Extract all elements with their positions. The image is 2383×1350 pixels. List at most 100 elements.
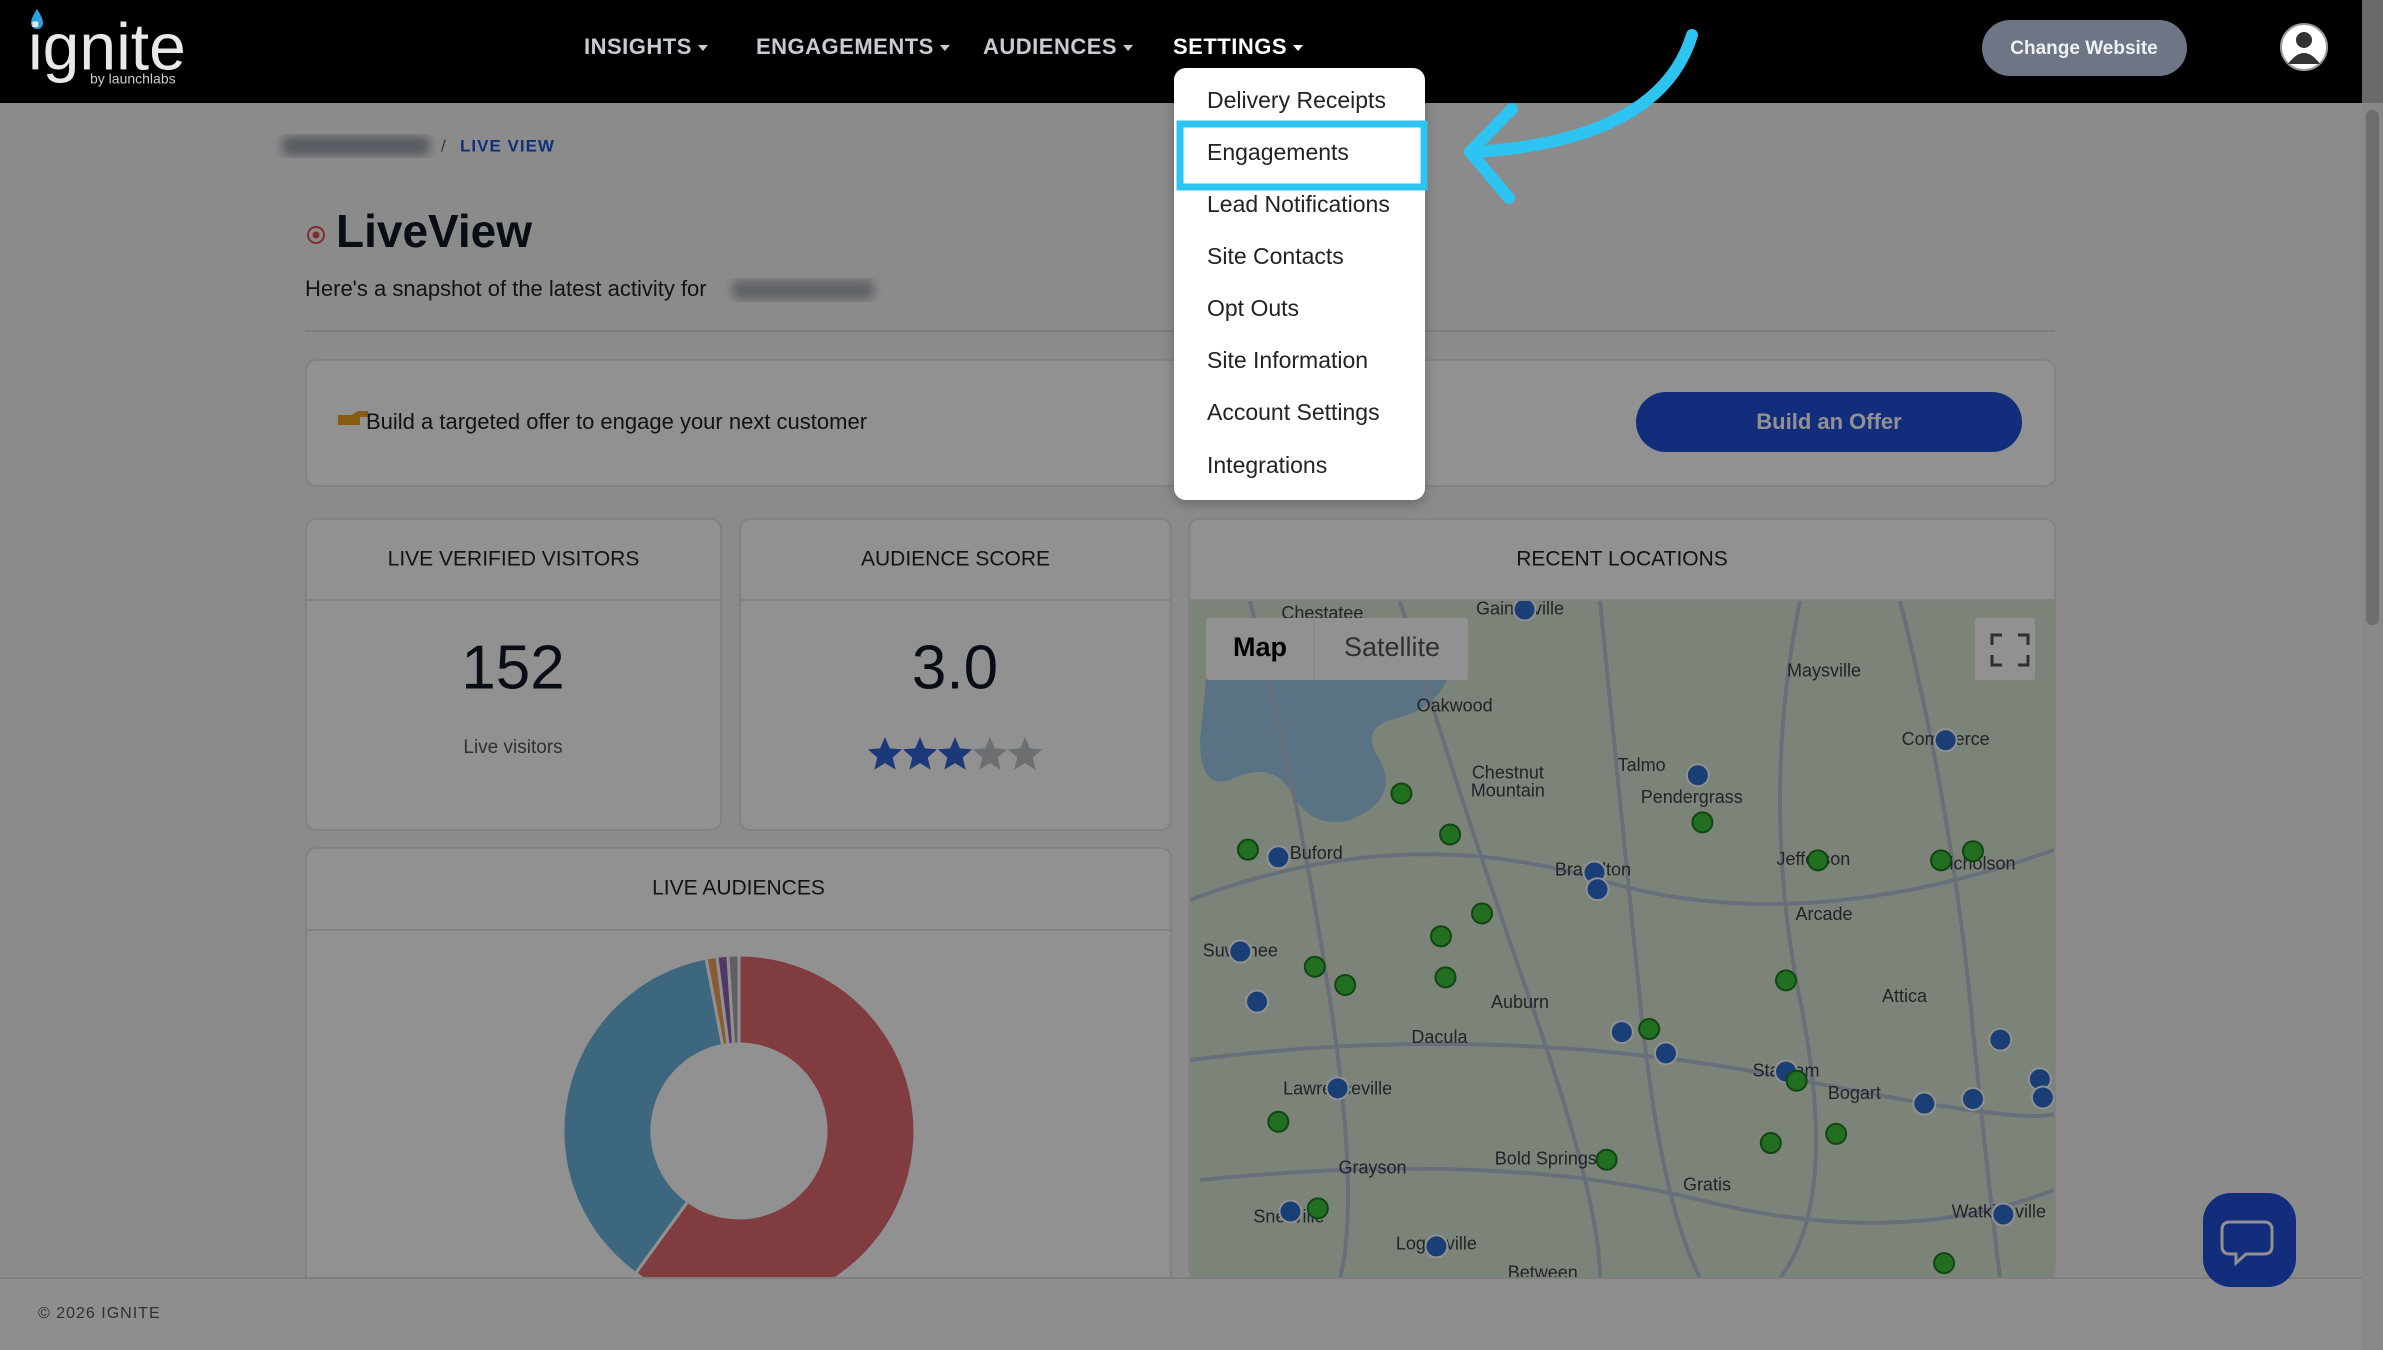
visitors-label: Live visitors bbox=[463, 737, 562, 758]
pointer-arrow bbox=[1464, 29, 1698, 204]
map-pin-blue bbox=[1609, 1020, 1634, 1045]
map-place-label: Chestatee bbox=[1281, 603, 1363, 623]
map-pin-blue bbox=[1266, 845, 1291, 870]
change-website-label[interactable]: Change Website bbox=[2010, 38, 2157, 59]
map-place-label: Chestnut bbox=[1472, 762, 1544, 782]
map-place-label: Talmo bbox=[1618, 755, 1666, 775]
map-pin-green bbox=[1691, 811, 1714, 834]
score-value: 3.0 bbox=[912, 633, 998, 702]
star-empty bbox=[972, 737, 1008, 770]
map-pin-blue bbox=[1585, 877, 1610, 902]
logo[interactable]: ignite bbox=[28, 9, 186, 83]
map-pin-green bbox=[1429, 925, 1452, 948]
card-title: LIVE AUDIENCES bbox=[652, 877, 825, 900]
nav-item[interactable]: AUDIENCES bbox=[983, 34, 1117, 59]
map-pin-blue bbox=[1988, 1027, 2013, 1052]
menu-item[interactable]: Site Information bbox=[1207, 347, 1368, 373]
card bbox=[739, 518, 1172, 831]
map-pin-blue bbox=[1991, 1202, 2016, 1227]
road bbox=[1199, 1166, 2054, 1225]
nav-item[interactable]: SETTINGS bbox=[1173, 34, 1287, 59]
menu-item[interactable]: Opt Outs bbox=[1207, 295, 1299, 321]
road bbox=[1190, 1042, 2054, 1118]
star-rating bbox=[867, 737, 1043, 770]
map-pin-green bbox=[1236, 838, 1259, 861]
star-empty bbox=[1007, 737, 1043, 770]
star-filled bbox=[937, 737, 973, 770]
footer bbox=[0, 1278, 2362, 1350]
chat-button[interactable] bbox=[2203, 1193, 2296, 1287]
map-pin-blue bbox=[1228, 939, 1253, 964]
map-pin-green bbox=[1825, 1122, 1848, 1145]
map-place-label: Pendergrass bbox=[1641, 787, 1743, 807]
build-offer-label[interactable]: Build an Offer bbox=[1756, 409, 1902, 434]
avatar-body bbox=[2288, 53, 2320, 64]
map-tab[interactable]: Satellite bbox=[1344, 632, 1440, 662]
map-place-label: Nicholson bbox=[1936, 854, 2015, 874]
menu-item[interactable]: Integrations bbox=[1207, 452, 1327, 478]
chat-icon bbox=[2220, 1220, 2274, 1267]
map-pin-green bbox=[1267, 1110, 1290, 1133]
map-pin-green bbox=[1933, 1252, 1956, 1275]
map-place-label: Arcade bbox=[1795, 904, 1852, 924]
nav-item[interactable]: ENGAGEMENTS bbox=[756, 34, 934, 59]
map-place-label: Buford bbox=[1290, 843, 1343, 863]
donut-slice bbox=[561, 956, 725, 1276]
map-place-label: Maysville bbox=[1787, 661, 1861, 681]
map-place-label: Dacula bbox=[1411, 1027, 1468, 1047]
map-pin-blue bbox=[1245, 989, 1270, 1014]
map-place-label: Grayson bbox=[1339, 1158, 1407, 1178]
breadcrumb-current[interactable]: LIVE VIEW bbox=[460, 136, 555, 155]
pointing-hand-icon bbox=[338, 411, 368, 425]
nav-item[interactable]: INSIGHTS bbox=[584, 34, 692, 59]
star-filled bbox=[867, 737, 903, 770]
map-pin-green bbox=[1785, 1069, 1808, 1092]
map-pin-green bbox=[1306, 1197, 1329, 1220]
build-offer-button[interactable] bbox=[1636, 392, 2022, 452]
map-pin-green bbox=[1390, 782, 1413, 805]
map-pin-green bbox=[1595, 1148, 1618, 1171]
map-pin-green bbox=[1439, 823, 1462, 846]
road bbox=[1898, 601, 2002, 1278]
map-pin-green bbox=[1961, 840, 1984, 863]
road bbox=[1598, 601, 1702, 1278]
map-pin-blue bbox=[1512, 601, 1537, 622]
map-pin-green bbox=[1806, 849, 1829, 872]
map-place-label: Between bbox=[1508, 1263, 1578, 1283]
map: ChestateeGainesvilleMaysvilleOakwoodChes… bbox=[1190, 601, 2054, 1283]
nav-caret bbox=[697, 45, 708, 51]
map-pin-green bbox=[1434, 966, 1457, 989]
logo-sub: by launchlabs bbox=[90, 71, 176, 87]
map-place-label: Auburn bbox=[1491, 992, 1549, 1012]
settings-menu bbox=[1174, 68, 1425, 500]
live-icon bbox=[307, 226, 325, 244]
page-title: LiveView bbox=[336, 205, 532, 257]
lake bbox=[1330, 697, 1370, 743]
map-place-label: Mountain bbox=[1471, 781, 1545, 801]
change-website-button[interactable] bbox=[1982, 20, 2187, 76]
page-subtitle: Here's a snapshot of the latest activity… bbox=[305, 276, 707, 301]
nav-caret bbox=[939, 45, 950, 51]
map-place-label: Bold Springs bbox=[1495, 1149, 1597, 1169]
menu-item[interactable]: Delivery Receipts bbox=[1207, 87, 1386, 113]
menu-item[interactable]: Account Settings bbox=[1207, 399, 1380, 425]
map-pin-blue bbox=[1424, 1234, 1449, 1259]
visitors-value: 152 bbox=[461, 633, 564, 702]
card-title: RECENT LOCATIONS bbox=[1516, 548, 1728, 571]
menu-item[interactable]: Site Contacts bbox=[1207, 243, 1344, 269]
map-tab[interactable]: Map bbox=[1233, 632, 1287, 662]
card-title: AUDIENCE SCORE bbox=[861, 548, 1050, 571]
map-pin-blue bbox=[1653, 1041, 1678, 1066]
footer-text: © 2026 IGNITE bbox=[38, 1305, 161, 1322]
map-place-label: Gratis bbox=[1683, 1174, 1731, 1194]
scrollbar-thumb[interactable] bbox=[2366, 110, 2379, 625]
map-pin-green bbox=[1775, 969, 1797, 992]
header-scrollbar bbox=[2362, 0, 2383, 103]
map-pin-blue bbox=[1325, 1076, 1350, 1101]
menu-item[interactable]: Lead Notifications bbox=[1207, 191, 1390, 217]
menu-item[interactable]: Engagements bbox=[1207, 139, 1349, 165]
breadcrumb-blurred bbox=[282, 136, 430, 156]
map-place-label: Bogart bbox=[1828, 1083, 1881, 1103]
star-filled bbox=[902, 737, 938, 770]
